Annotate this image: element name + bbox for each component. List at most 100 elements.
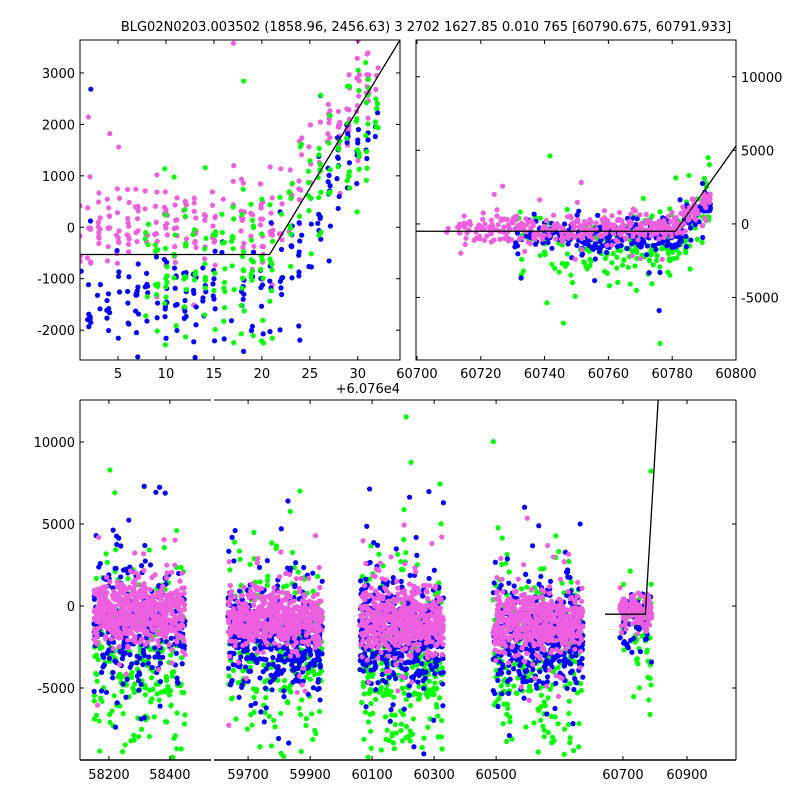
point-pink [177, 578, 183, 584]
point-green [398, 721, 404, 727]
point-blue [118, 648, 124, 654]
point-pink [163, 599, 169, 605]
point-pink [276, 642, 282, 648]
x-tick-label: 60800 [715, 367, 756, 382]
point-green [183, 286, 189, 293]
point-pink [258, 622, 264, 628]
point-blue [426, 575, 432, 582]
point-pink [111, 618, 117, 624]
point-blue [193, 322, 199, 328]
point-blue [279, 275, 286, 281]
point-blue [123, 694, 129, 700]
point-green [257, 579, 263, 585]
point-pink [648, 233, 654, 239]
point-pink [312, 600, 318, 606]
point-pink [164, 570, 170, 576]
point-blue [286, 740, 292, 746]
point-pink [166, 642, 172, 648]
point-pink [649, 225, 655, 231]
point-green [182, 207, 188, 213]
point-blue [319, 651, 325, 657]
point-pink [125, 602, 131, 609]
point-pink [231, 163, 237, 169]
point-blue [656, 240, 662, 247]
point-green [653, 257, 660, 264]
y-tick-label: 5000 [741, 144, 774, 159]
point-green [146, 733, 152, 740]
y-tick-label: -1000 [37, 273, 75, 288]
point-pink [295, 613, 302, 619]
point-pink [528, 225, 534, 231]
point-pink [91, 587, 98, 594]
point-blue [409, 674, 415, 680]
point-blue [296, 220, 302, 226]
point-pink [96, 230, 102, 236]
point-blue [192, 354, 198, 360]
point-blue [122, 650, 128, 656]
point-pink [169, 660, 175, 666]
point-pink [179, 622, 185, 628]
point-pink [291, 635, 297, 641]
x-tick-label: 25 [302, 367, 319, 382]
point-pink [96, 534, 102, 541]
point-pink [310, 635, 316, 641]
point-pink [462, 224, 468, 230]
point-green [327, 167, 333, 173]
point-green [163, 284, 169, 290]
point-pink [363, 560, 369, 567]
y-tick-label: 2000 [42, 118, 75, 133]
point-pink [124, 186, 131, 193]
point-blue [440, 500, 446, 506]
x-tick-label: 10 [158, 367, 175, 382]
point-pink [494, 207, 500, 213]
point-green [142, 685, 148, 691]
point-green [437, 695, 443, 701]
point-blue [431, 717, 437, 723]
point-green [250, 686, 257, 692]
point-pink [593, 226, 599, 232]
point-blue [157, 660, 163, 666]
point-green [94, 671, 100, 677]
point-pink [143, 607, 150, 613]
point-green [144, 294, 150, 300]
point-green [303, 722, 309, 729]
point-pink [104, 258, 111, 264]
point-pink [409, 646, 415, 652]
point-blue [103, 689, 110, 695]
point-blue [390, 702, 396, 708]
point-green [269, 335, 275, 341]
point-blue [173, 650, 179, 656]
point-green [148, 675, 155, 681]
point-green [278, 211, 285, 217]
point-green [98, 644, 104, 650]
point-pink [80, 258, 83, 265]
point-blue [596, 245, 602, 251]
point-pink [244, 626, 250, 632]
point-green [327, 112, 333, 119]
point-blue [440, 681, 446, 687]
point-pink [283, 596, 290, 602]
point-pink [327, 135, 333, 141]
point-pink [510, 220, 516, 226]
point-green [356, 87, 362, 94]
point-blue [279, 291, 285, 298]
point-green [179, 689, 185, 695]
point-pink [152, 594, 158, 600]
point-pink [132, 634, 138, 640]
point-pink [382, 585, 388, 591]
point-pink [572, 223, 578, 230]
point-blue [366, 486, 373, 492]
point-pink [241, 584, 247, 590]
point-pink [272, 620, 279, 626]
point-pink [392, 620, 398, 627]
point-green [614, 254, 620, 260]
point-pink [116, 661, 123, 668]
point-pink [230, 178, 236, 184]
point-green [417, 692, 423, 698]
point-blue [157, 678, 164, 685]
point-pink [501, 224, 507, 230]
point-green [227, 567, 233, 573]
point-green [398, 727, 404, 734]
point-green [425, 724, 431, 730]
point-pink [116, 628, 122, 634]
